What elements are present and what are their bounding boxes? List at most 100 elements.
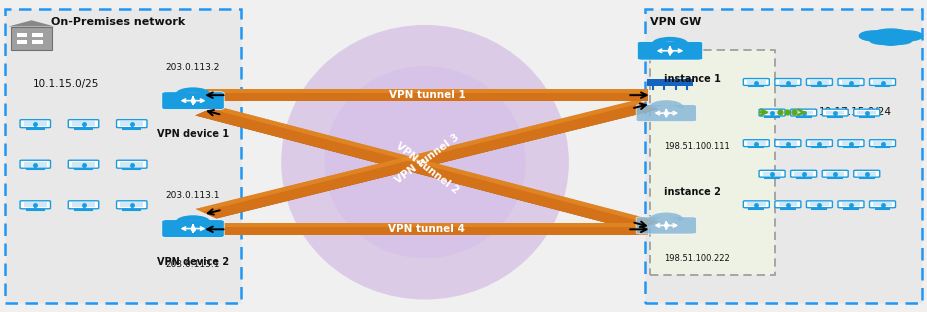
FancyBboxPatch shape xyxy=(69,201,98,209)
Circle shape xyxy=(892,31,921,41)
FancyBboxPatch shape xyxy=(69,160,98,168)
Circle shape xyxy=(869,36,895,44)
Text: 10.1.15.0/25: 10.1.15.0/25 xyxy=(32,79,99,89)
FancyBboxPatch shape xyxy=(17,40,27,44)
Polygon shape xyxy=(206,89,647,101)
Text: VPN tunnel 3: VPN tunnel 3 xyxy=(392,132,461,186)
FancyBboxPatch shape xyxy=(743,201,768,208)
FancyBboxPatch shape xyxy=(758,170,784,177)
FancyBboxPatch shape xyxy=(32,40,43,44)
Circle shape xyxy=(870,29,910,43)
FancyBboxPatch shape xyxy=(806,140,832,147)
Polygon shape xyxy=(207,105,657,218)
FancyBboxPatch shape xyxy=(762,111,781,115)
FancyBboxPatch shape xyxy=(637,41,702,60)
FancyBboxPatch shape xyxy=(636,217,695,234)
FancyBboxPatch shape xyxy=(743,140,768,147)
FancyBboxPatch shape xyxy=(825,172,844,176)
FancyBboxPatch shape xyxy=(644,9,921,303)
Text: instance 2: instance 2 xyxy=(664,187,720,197)
FancyBboxPatch shape xyxy=(794,172,812,176)
FancyBboxPatch shape xyxy=(778,80,796,84)
Text: VPN tunnel 4: VPN tunnel 4 xyxy=(388,224,464,234)
FancyBboxPatch shape xyxy=(117,120,146,128)
FancyBboxPatch shape xyxy=(841,202,859,206)
Circle shape xyxy=(885,36,911,44)
FancyBboxPatch shape xyxy=(72,162,95,167)
FancyBboxPatch shape xyxy=(778,202,796,206)
Text: 203.0.113.1: 203.0.113.1 xyxy=(166,260,220,269)
FancyBboxPatch shape xyxy=(646,79,692,86)
Text: 198.51.100.111: 198.51.100.111 xyxy=(664,142,730,151)
FancyBboxPatch shape xyxy=(857,111,875,115)
Circle shape xyxy=(858,31,888,41)
FancyBboxPatch shape xyxy=(121,202,143,207)
FancyBboxPatch shape xyxy=(11,27,52,50)
FancyBboxPatch shape xyxy=(20,120,50,128)
Polygon shape xyxy=(206,230,647,235)
FancyBboxPatch shape xyxy=(809,141,828,145)
FancyBboxPatch shape xyxy=(872,202,891,206)
FancyBboxPatch shape xyxy=(872,80,891,84)
Text: On-Premises network: On-Premises network xyxy=(51,17,185,27)
Polygon shape xyxy=(196,100,657,218)
Polygon shape xyxy=(196,100,642,212)
FancyBboxPatch shape xyxy=(24,162,46,167)
FancyBboxPatch shape xyxy=(790,109,816,116)
Text: VPN GW: VPN GW xyxy=(649,17,700,27)
FancyBboxPatch shape xyxy=(837,140,863,147)
FancyBboxPatch shape xyxy=(117,201,146,209)
FancyBboxPatch shape xyxy=(790,170,816,177)
Polygon shape xyxy=(206,89,647,93)
FancyBboxPatch shape xyxy=(837,201,863,208)
FancyBboxPatch shape xyxy=(841,80,859,84)
FancyBboxPatch shape xyxy=(857,172,875,176)
Polygon shape xyxy=(206,96,647,101)
FancyBboxPatch shape xyxy=(869,140,895,147)
Text: VPN tunnel 2: VPN tunnel 2 xyxy=(393,141,460,196)
Ellipse shape xyxy=(324,66,525,258)
FancyBboxPatch shape xyxy=(806,79,832,85)
FancyBboxPatch shape xyxy=(636,105,695,122)
FancyBboxPatch shape xyxy=(853,109,879,116)
FancyBboxPatch shape xyxy=(872,141,891,145)
FancyBboxPatch shape xyxy=(746,80,765,84)
FancyBboxPatch shape xyxy=(69,120,98,128)
FancyBboxPatch shape xyxy=(821,170,847,177)
FancyBboxPatch shape xyxy=(24,121,46,126)
Text: 203.0.113.1: 203.0.113.1 xyxy=(166,191,220,200)
FancyBboxPatch shape xyxy=(161,92,224,110)
FancyBboxPatch shape xyxy=(809,202,828,206)
FancyBboxPatch shape xyxy=(121,162,143,167)
Ellipse shape xyxy=(281,25,568,300)
FancyBboxPatch shape xyxy=(161,220,224,237)
FancyBboxPatch shape xyxy=(774,201,800,208)
Polygon shape xyxy=(8,20,55,27)
FancyBboxPatch shape xyxy=(794,111,812,115)
FancyBboxPatch shape xyxy=(837,79,863,85)
FancyBboxPatch shape xyxy=(758,109,784,116)
FancyBboxPatch shape xyxy=(20,160,50,168)
FancyBboxPatch shape xyxy=(117,160,146,168)
FancyBboxPatch shape xyxy=(869,79,895,85)
FancyBboxPatch shape xyxy=(5,9,241,303)
FancyBboxPatch shape xyxy=(746,202,765,206)
FancyBboxPatch shape xyxy=(825,111,844,115)
FancyBboxPatch shape xyxy=(809,80,828,84)
FancyBboxPatch shape xyxy=(853,170,879,177)
FancyBboxPatch shape xyxy=(806,201,832,208)
FancyBboxPatch shape xyxy=(841,141,859,145)
Polygon shape xyxy=(195,106,658,231)
FancyBboxPatch shape xyxy=(20,201,50,209)
Text: instance 1: instance 1 xyxy=(664,74,720,84)
FancyBboxPatch shape xyxy=(32,33,43,37)
FancyBboxPatch shape xyxy=(72,202,95,207)
FancyBboxPatch shape xyxy=(746,141,765,145)
FancyBboxPatch shape xyxy=(17,33,27,37)
FancyBboxPatch shape xyxy=(121,121,143,126)
Text: 10.17.15.0/24: 10.17.15.0/24 xyxy=(818,107,891,117)
Text: VPN tunnel 1: VPN tunnel 1 xyxy=(388,90,464,100)
FancyBboxPatch shape xyxy=(762,172,781,176)
FancyBboxPatch shape xyxy=(774,79,800,85)
Polygon shape xyxy=(206,223,647,235)
